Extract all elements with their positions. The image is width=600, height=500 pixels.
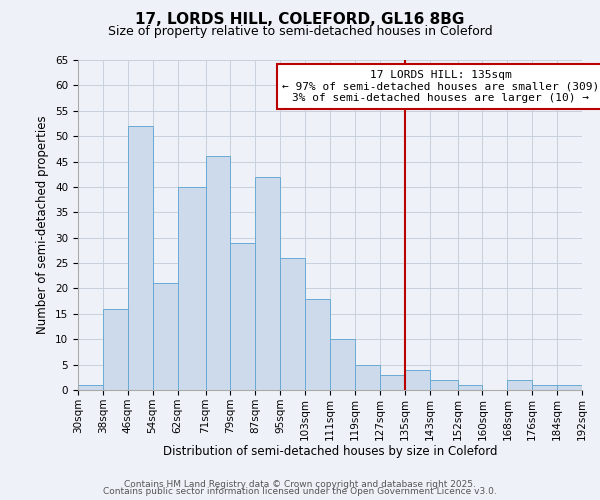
Bar xyxy=(380,375,404,390)
Text: Contains public sector information licensed under the Open Government Licence v3: Contains public sector information licen… xyxy=(103,487,497,496)
Bar xyxy=(152,284,178,390)
Bar xyxy=(78,385,103,390)
Text: Size of property relative to semi-detached houses in Coleford: Size of property relative to semi-detach… xyxy=(107,25,493,38)
Text: Contains HM Land Registry data © Crown copyright and database right 2025.: Contains HM Land Registry data © Crown c… xyxy=(124,480,476,489)
Text: 17 LORDS HILL: 135sqm
← 97% of semi-detached houses are smaller (309)
3% of semi: 17 LORDS HILL: 135sqm ← 97% of semi-deta… xyxy=(282,70,599,103)
Bar xyxy=(103,309,128,390)
Bar xyxy=(305,298,330,390)
Bar xyxy=(404,370,430,390)
Bar xyxy=(458,385,482,390)
Bar xyxy=(256,177,280,390)
Bar xyxy=(230,243,256,390)
Bar xyxy=(280,258,305,390)
Bar xyxy=(532,385,557,390)
Bar xyxy=(508,380,532,390)
Bar xyxy=(430,380,458,390)
Text: 17, LORDS HILL, COLEFORD, GL16 8BG: 17, LORDS HILL, COLEFORD, GL16 8BG xyxy=(136,12,464,28)
Bar xyxy=(206,156,230,390)
Bar xyxy=(128,126,152,390)
Y-axis label: Number of semi-detached properties: Number of semi-detached properties xyxy=(37,116,49,334)
X-axis label: Distribution of semi-detached houses by size in Coleford: Distribution of semi-detached houses by … xyxy=(163,446,497,458)
Bar xyxy=(557,385,582,390)
Bar xyxy=(178,187,206,390)
Bar xyxy=(355,364,380,390)
Bar xyxy=(330,339,355,390)
